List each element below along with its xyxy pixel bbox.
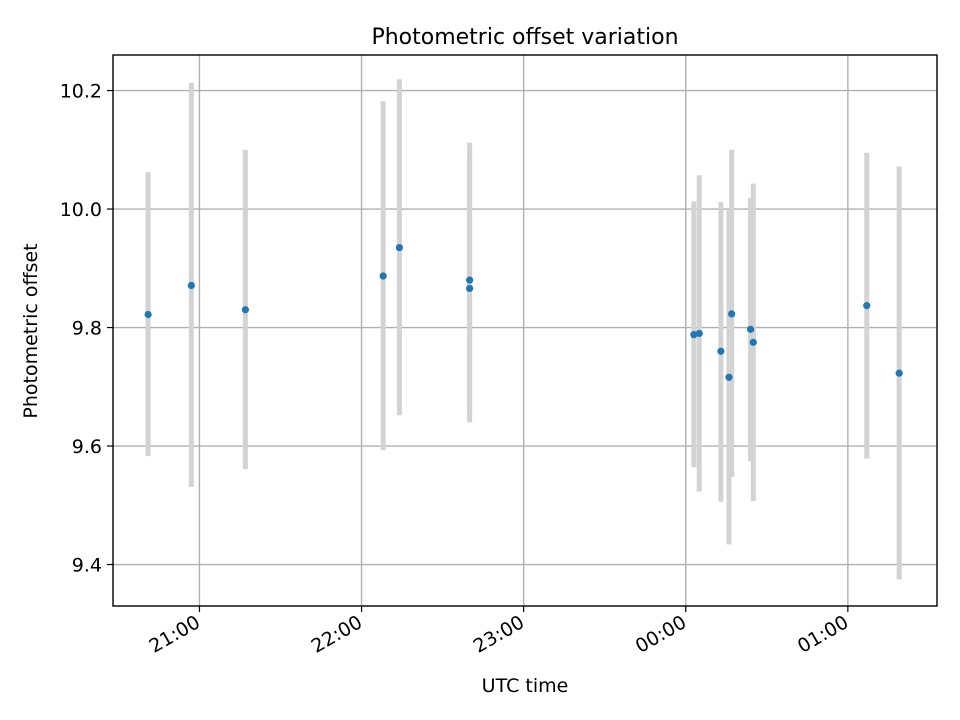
grid <box>113 55 937 606</box>
x-tick-label: 01:00 <box>794 611 852 657</box>
data-point <box>395 243 403 252</box>
x-axis-ticks: 21:00 22:00 23:00 00:00 01:00 <box>146 606 852 658</box>
data-point <box>241 306 249 314</box>
data-point <box>695 329 703 338</box>
data-point <box>690 331 698 339</box>
x-tick-label: 22:00 <box>308 611 366 657</box>
y-tick-label: 9.6 <box>72 436 102 458</box>
data-point <box>895 369 903 377</box>
data-point <box>144 310 152 319</box>
x-tick-label: 00:00 <box>632 611 690 657</box>
data-points <box>144 243 903 381</box>
data-point <box>379 272 387 280</box>
x-tick-label: 21:00 <box>146 611 204 657</box>
data-point <box>717 347 725 355</box>
data-point <box>466 284 474 293</box>
x-tick-label: 23:00 <box>470 611 528 657</box>
data-point <box>466 276 474 284</box>
y-tick-label: 10.0 <box>60 199 102 221</box>
data-point <box>746 325 755 333</box>
data-point <box>725 373 733 381</box>
chart-title: Photometric offset variation <box>371 25 678 50</box>
y-axis-label: Photometric offset <box>20 243 42 418</box>
data-point <box>863 302 871 310</box>
x-axis-label: UTC time <box>482 675 569 697</box>
plot-area-frame <box>112 54 938 607</box>
y-tick-label: 9.8 <box>72 318 102 340</box>
data-point <box>749 338 757 346</box>
data-point <box>728 310 736 318</box>
y-tick-label: 10.2 <box>60 81 102 103</box>
y-tick-label: 9.4 <box>72 555 102 577</box>
y-axis-ticks: 9.4 9.6 9.8 10.0 10.2 <box>60 81 113 577</box>
data-point <box>187 281 195 290</box>
